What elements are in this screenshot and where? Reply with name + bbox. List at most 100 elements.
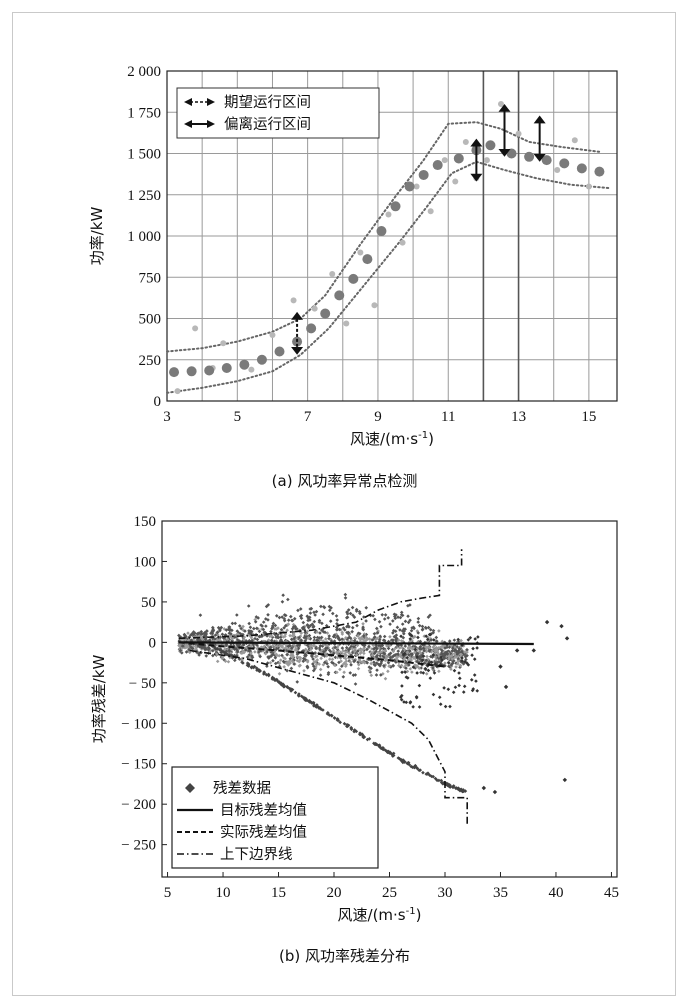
scatter-point-main <box>274 346 285 357</box>
residual-point <box>344 645 349 650</box>
residual-point <box>295 648 300 653</box>
residual-point <box>411 635 416 640</box>
residual-point <box>361 625 365 629</box>
residual-point <box>398 652 403 657</box>
residual-point <box>285 628 289 633</box>
residual-point <box>344 635 348 640</box>
residual-point <box>339 659 343 663</box>
residual-point <box>295 654 300 659</box>
residual-point <box>411 655 416 660</box>
residual-point <box>345 636 350 641</box>
residual-point <box>273 661 278 666</box>
residual-point <box>233 658 237 663</box>
residual-point <box>391 638 395 643</box>
residual-point <box>278 635 283 639</box>
residual-point <box>458 676 462 681</box>
residual-point <box>277 680 282 684</box>
residual-point <box>303 697 308 701</box>
y-tick-label: 100 <box>134 554 157 570</box>
residual-point <box>281 635 286 639</box>
residual-point <box>385 658 390 663</box>
residual-point <box>299 631 304 635</box>
residual-point <box>439 780 444 785</box>
legend-arrow-head <box>184 98 192 106</box>
residual-point <box>200 632 204 636</box>
residual-point <box>177 644 182 648</box>
residual-point <box>228 628 232 633</box>
residual-point <box>370 653 375 658</box>
x-axis-label-sup: -1 <box>406 906 416 917</box>
residual-point <box>431 638 436 642</box>
residual-point <box>346 639 351 644</box>
residual-point <box>317 618 322 623</box>
residual-point <box>178 648 183 653</box>
residual-point <box>402 665 407 669</box>
residual-point <box>367 665 372 669</box>
residual-point <box>428 632 433 637</box>
residual-point <box>370 647 374 651</box>
residual-point <box>419 666 423 670</box>
residual-point <box>327 634 332 638</box>
residual-point <box>349 725 354 730</box>
x-tick-label: 11 <box>441 409 455 425</box>
residual-point <box>340 637 344 642</box>
residual-point <box>311 668 316 673</box>
residual-point <box>260 624 265 628</box>
residual-point <box>274 627 279 631</box>
residual-point <box>196 639 201 644</box>
residual-point <box>319 604 323 609</box>
residual-point <box>431 645 436 649</box>
residual-point <box>374 661 379 665</box>
residual-point <box>408 637 413 641</box>
residual-point <box>337 660 341 665</box>
residual-point <box>247 621 251 626</box>
residual-point <box>279 627 284 632</box>
residual-point <box>562 777 568 783</box>
residual-point <box>327 657 332 662</box>
residual-point <box>305 623 310 628</box>
residual-point <box>200 637 205 641</box>
residual-point <box>459 645 463 649</box>
residual-point <box>282 665 286 669</box>
scatter-point-light <box>343 320 350 327</box>
residual-point <box>468 636 473 640</box>
residual-point <box>198 613 203 617</box>
residual-point <box>433 655 438 659</box>
residual-point <box>443 646 448 650</box>
residual-point <box>289 614 293 619</box>
residual-point <box>283 656 288 661</box>
residual-point <box>269 629 273 634</box>
residual-point <box>340 646 345 650</box>
residual-point <box>443 651 447 655</box>
residual-point <box>317 662 322 666</box>
residual-point <box>272 639 277 644</box>
residual-point <box>295 643 299 648</box>
residual-point <box>449 652 454 656</box>
residual-point <box>305 698 309 703</box>
residual-point <box>401 760 405 765</box>
residual-point <box>198 645 202 649</box>
residual-point <box>334 627 339 632</box>
residual-point <box>352 728 357 732</box>
residual-point <box>335 618 339 622</box>
residual-point <box>341 662 346 667</box>
residual-point <box>259 627 264 631</box>
residual-point <box>346 630 351 635</box>
residual-point <box>246 604 251 608</box>
residual-point <box>301 620 306 625</box>
residual-point <box>461 789 466 794</box>
residual-point <box>412 626 416 631</box>
scatter-point-light <box>571 137 578 144</box>
residual-point <box>439 655 443 660</box>
residual-point <box>383 676 388 681</box>
residual-point <box>399 697 404 702</box>
residual-point <box>452 652 457 656</box>
residual-point <box>379 646 383 651</box>
residual-point <box>361 622 365 626</box>
residual-point <box>220 655 225 659</box>
x-tick-label: 9 <box>374 409 382 425</box>
residual-point <box>374 673 379 677</box>
residual-point <box>293 648 298 652</box>
residual-point <box>319 635 324 640</box>
